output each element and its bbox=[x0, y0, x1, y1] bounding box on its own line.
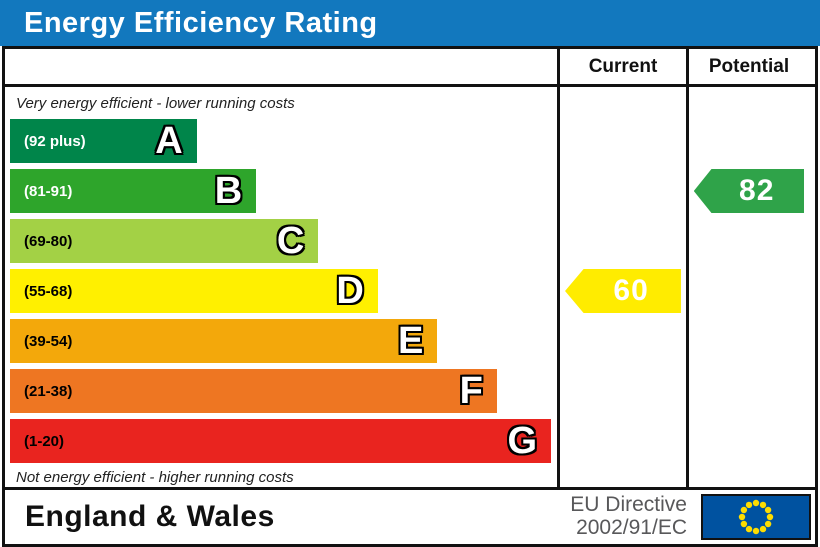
band-letter-label: C bbox=[276, 220, 305, 262]
eu-directive-label: EU Directive 2002/91/EC bbox=[570, 494, 687, 539]
bands-area: Very energy efficient - lower running co… bbox=[5, 87, 557, 487]
band-letter-label: F bbox=[459, 370, 483, 412]
band-bar-c: (69-80) C bbox=[10, 219, 319, 263]
potential-rating-value: 82 bbox=[739, 174, 775, 207]
current-column: 60 bbox=[557, 87, 686, 487]
band-row-c: (69-80) C bbox=[10, 219, 551, 269]
band-row-g: (1-20) G bbox=[10, 419, 551, 469]
rating-table: Current Potential Very energy efficient … bbox=[2, 46, 818, 547]
band-range-label: (81-91) bbox=[24, 182, 73, 200]
band-bar-b: (81-91) B bbox=[10, 169, 257, 213]
band-row-e: (39-54) E bbox=[10, 319, 551, 369]
band-row-d: (55-68) D bbox=[10, 269, 551, 319]
band-letter-label: E bbox=[398, 320, 424, 362]
band-bar-g: (1-20) G bbox=[10, 419, 551, 463]
band-range-label: (55-68) bbox=[24, 282, 73, 300]
band-list: (92 plus) A (81-91) B (69-80) C (55-68) D (39-54… bbox=[10, 119, 551, 469]
band-bar-a: (92 plus) A bbox=[10, 119, 197, 163]
potential-column: 82 bbox=[686, 87, 809, 487]
eu-directive-line1: EU Directive bbox=[570, 493, 687, 517]
column-header-potential: Potential bbox=[686, 49, 809, 84]
column-header-current: Current bbox=[557, 49, 686, 84]
band-bar-d: (55-68) D bbox=[10, 269, 378, 313]
band-letter-label: B bbox=[214, 170, 243, 212]
current-rating-arrow: 60 bbox=[565, 269, 681, 313]
band-range-label: (1-20) bbox=[24, 432, 65, 450]
top-note: Very energy efficient - lower running co… bbox=[16, 95, 295, 112]
band-row-b: (81-91) B bbox=[10, 169, 551, 219]
band-range-label: (21-38) bbox=[24, 382, 73, 400]
title-bar: Energy Efficiency Rating bbox=[0, 0, 820, 46]
band-row-a: (92 plus) A bbox=[10, 119, 551, 169]
potential-rating-arrow: 82 bbox=[693, 169, 805, 213]
table-body-row: Very energy efficient - lower running co… bbox=[5, 87, 815, 490]
table-footer-row: England & Wales EU Directive 2002/91/EC bbox=[5, 490, 815, 544]
header-cell-empty bbox=[5, 49, 557, 84]
band-bar-f: (21-38) F bbox=[10, 369, 497, 413]
band-range-label: (69-80) bbox=[24, 232, 73, 250]
band-row-f: (21-38) F bbox=[10, 369, 551, 419]
band-range-label: (92 plus) bbox=[24, 132, 86, 150]
table-header-row: Current Potential bbox=[5, 49, 815, 87]
page-title: Energy Efficiency Rating bbox=[24, 7, 378, 39]
band-letter-label: G bbox=[507, 420, 537, 462]
region-label: England & Wales bbox=[25, 500, 275, 533]
band-letter-label: A bbox=[155, 120, 183, 162]
band-letter-label: D bbox=[336, 270, 364, 312]
band-range-label: (39-54) bbox=[24, 332, 73, 350]
band-bar-e: (39-54) E bbox=[10, 319, 438, 363]
current-rating-value: 60 bbox=[613, 274, 649, 307]
eu-flag-icon bbox=[701, 494, 811, 540]
eu-directive-line2: 2002/91/EC bbox=[576, 516, 687, 539]
bottom-note: Not energy efficient - higher running co… bbox=[16, 469, 294, 486]
